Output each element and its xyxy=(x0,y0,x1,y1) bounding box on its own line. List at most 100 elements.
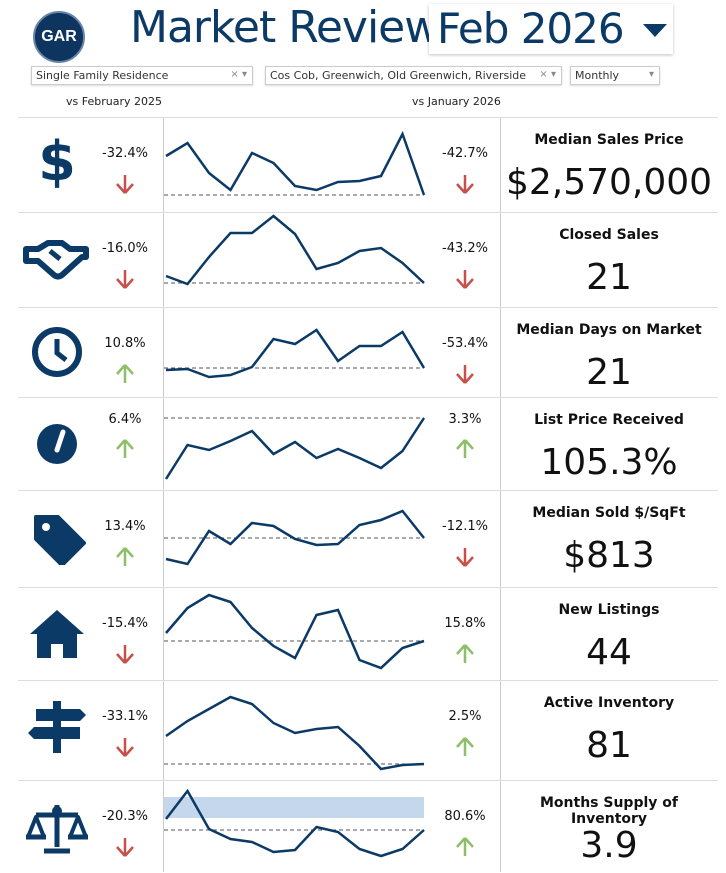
arrow-down-icon xyxy=(116,175,134,194)
sparkline-path xyxy=(165,328,426,379)
arrow-up-icon xyxy=(456,644,474,663)
divider xyxy=(500,398,501,490)
sparkline-path xyxy=(165,593,425,670)
metric-row: 6.4% 3.3% List Price Received 105.3% xyxy=(18,397,718,490)
period-dropdown[interactable]: Feb 2026 xyxy=(429,4,673,54)
yoy-change: 10.8% xyxy=(104,336,146,351)
metric-value: 44 xyxy=(586,632,632,673)
property-type-select[interactable]: Single Family Residence × ▾ xyxy=(31,66,253,85)
target-band xyxy=(164,797,424,818)
arrow-up-icon xyxy=(456,737,474,756)
yoy-change: -20.3% xyxy=(102,809,148,824)
logo-text: GAR xyxy=(41,28,77,45)
arrow-down-icon xyxy=(456,548,474,567)
mom-change: 3.3% xyxy=(448,412,482,427)
sparkline xyxy=(164,695,425,771)
metric-label: Months Supply of Inventory xyxy=(540,795,678,827)
mom-change: -43.2% xyxy=(442,241,488,256)
svg-text:$: $ xyxy=(38,130,76,188)
arrow-down-icon xyxy=(116,645,134,664)
period-value: Feb 2026 xyxy=(437,4,625,53)
metric-label: List Price Received xyxy=(534,412,684,428)
yoy-caption: vs February 2025 xyxy=(66,95,162,108)
divider xyxy=(500,213,501,307)
yoy-change: -15.4% xyxy=(102,616,148,631)
metric-row: -15.4% 15.8% New Listings 44 xyxy=(18,587,718,680)
sparkline-path xyxy=(165,509,425,566)
divider xyxy=(500,681,501,780)
arrow-up-icon xyxy=(116,547,134,566)
area-value: Cos Cob, Greenwich, Old Greenwich, River… xyxy=(270,69,527,82)
mom-change: 15.8% xyxy=(444,616,486,631)
mom-change: -12.1% xyxy=(442,519,488,534)
metric-label: Median Sales Price xyxy=(534,132,684,148)
sparkline xyxy=(164,328,426,379)
house-icon xyxy=(30,610,84,658)
yoy-change: 6.4% xyxy=(108,412,142,427)
arrow-down-icon xyxy=(456,175,474,194)
arrow-down-icon xyxy=(116,838,134,857)
yoy-change: -32.4% xyxy=(102,146,148,161)
sparkline xyxy=(164,593,425,670)
arrow-up-icon xyxy=(456,837,474,856)
clear-caret-icon[interactable]: × ▾ xyxy=(539,69,556,80)
property-type-value: Single Family Residence xyxy=(36,69,169,82)
arrow-up-icon xyxy=(116,364,134,383)
frequency-select[interactable]: Monthly ▾ xyxy=(570,66,660,85)
clock-icon xyxy=(32,327,82,377)
sparkline xyxy=(164,788,425,858)
metric-row: 13.4% -12.1% Median Sold $/SqFt $813 xyxy=(18,490,718,587)
metric-row: -33.1% 2.5% Active Inventory 81 xyxy=(18,680,718,780)
metric-row: -20.3% 80.6% Months Supply of Inventory … xyxy=(18,780,718,872)
metric-value: 81 xyxy=(586,725,632,766)
divider xyxy=(500,781,501,872)
arrow-up-icon xyxy=(456,439,474,458)
divider xyxy=(163,491,164,587)
metric-row: 10.8% -53.4% Median Days on Market 21 xyxy=(18,307,718,397)
divider xyxy=(500,308,501,397)
handshake-icon xyxy=(23,240,89,280)
sparkline-path xyxy=(165,214,425,286)
tag-icon xyxy=(34,515,86,565)
arrow-down-icon xyxy=(456,365,474,384)
divider xyxy=(163,118,164,212)
metric-value: 105.3% xyxy=(540,442,678,483)
metric-label: Median Sold $/SqFt xyxy=(532,505,686,521)
scales-icon xyxy=(26,805,88,854)
caret-down-icon xyxy=(643,24,667,37)
arrow-down-icon xyxy=(116,738,134,757)
area-select[interactable]: Cos Cob, Greenwich, Old Greenwich, River… xyxy=(265,66,562,85)
yoy-change: -16.0% xyxy=(102,241,148,256)
arrow-down-icon xyxy=(456,270,474,289)
clear-caret-icon[interactable]: × ▾ xyxy=(230,69,247,80)
signpost-icon xyxy=(28,701,86,753)
divider xyxy=(163,398,164,490)
dollar-icon: $ xyxy=(38,130,76,188)
sparkline xyxy=(164,130,426,196)
metric-value: 3.9 xyxy=(580,825,638,866)
mom-change: 2.5% xyxy=(448,709,482,724)
sparkline-path xyxy=(165,695,425,771)
yoy-change: -33.1% xyxy=(102,709,148,724)
metric-row: -16.0% -43.2% Closed Sales 21 xyxy=(18,212,718,307)
divider xyxy=(500,491,501,587)
gauge-icon xyxy=(37,424,77,464)
metric-value: $813 xyxy=(563,535,655,576)
page-title: Market Review xyxy=(130,2,440,53)
mom-change: -53.4% xyxy=(442,336,488,351)
divider xyxy=(163,308,164,397)
metric-label: Closed Sales xyxy=(559,227,659,243)
sparkline-path xyxy=(165,788,425,858)
gar-logo: GAR xyxy=(33,11,85,63)
metric-value: 21 xyxy=(586,352,632,393)
divider xyxy=(163,781,164,872)
mom-change: -42.7% xyxy=(442,146,488,161)
sparkline xyxy=(164,509,425,566)
metric-label: Median Days on Market xyxy=(516,322,702,338)
mom-caption: vs January 2026 xyxy=(412,95,501,108)
yoy-change: 13.4% xyxy=(104,519,146,534)
sparkline xyxy=(164,417,426,480)
metric-label: Active Inventory xyxy=(543,695,675,711)
arrow-down-icon xyxy=(116,270,134,289)
frequency-value: Monthly xyxy=(575,69,620,82)
